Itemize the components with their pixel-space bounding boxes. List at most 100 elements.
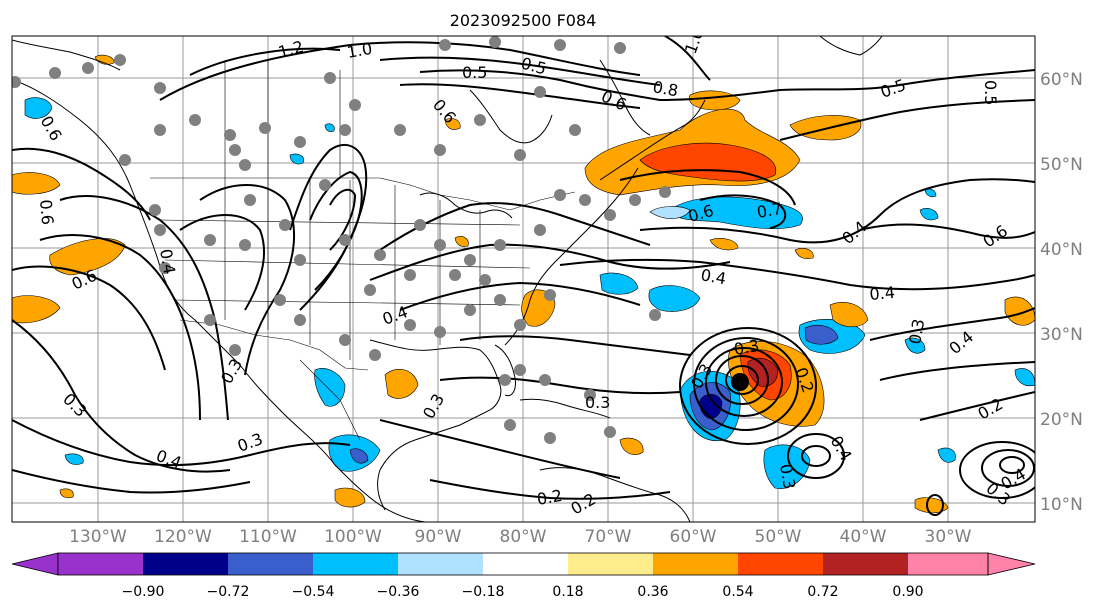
border-mexico-1	[299, 359, 361, 441]
contour-small-east	[926, 494, 944, 516]
colorbar-segment	[738, 553, 823, 575]
contour-02b	[429, 479, 671, 500]
colorbar: −0.90 −0.72 −0.54 −0.36 −0.18 0.18 0.36 …	[11, 552, 1036, 600]
contour-south1	[12, 419, 351, 467]
colorbar-segment	[58, 553, 143, 575]
coast-caribbean	[519, 398, 611, 419]
contour-label: 0.2	[535, 486, 563, 509]
contour-west2	[39, 234, 201, 421]
lon-label: 130°W	[69, 527, 127, 547]
contour-east-us2	[369, 243, 731, 281]
lon-label: 80°W	[500, 527, 547, 547]
border-states-8	[159, 219, 521, 226]
contour-label: 0.3	[776, 462, 799, 490]
coast-alaska	[12, 39, 121, 71]
lon-label: 40°W	[840, 527, 887, 547]
lon-label: 110°W	[239, 527, 297, 547]
shade-orange-east4	[794, 248, 814, 260]
contour-east-03	[869, 307, 1035, 341]
lat-label: 10°N	[1040, 495, 1083, 515]
coast-gulf-mexico	[369, 339, 502, 511]
contour-eastlow-2	[981, 449, 1035, 487]
shade-cyan-east4	[919, 208, 939, 221]
colorbar-segment	[483, 553, 568, 575]
shade-blue-30n50w	[804, 325, 839, 345]
shade-cyan-mexico	[314, 368, 346, 407]
shade-orange-gulfmex	[384, 368, 419, 399]
lon-label: 60°W	[670, 527, 717, 547]
contour-04b	[639, 178, 1035, 244]
colorbar-tick: 0.72	[807, 584, 838, 600]
shade-orange-pac	[94, 54, 115, 65]
contour-hurricane-4	[693, 337, 799, 431]
contours	[12, 36, 1035, 516]
shade-cyan-35n65w	[599, 272, 639, 295]
colorbar-tick: 0.90	[892, 584, 923, 600]
contour-low15n-2	[787, 433, 845, 479]
shade-orange-east2	[914, 497, 949, 514]
shade-orange-carib	[619, 437, 644, 455]
colorbar-tick: 0.18	[552, 584, 583, 600]
lon-label: 30°W	[925, 527, 972, 547]
contour-05a	[419, 69, 1035, 102]
contour-west5	[12, 319, 231, 473]
shade-orange-sw1	[334, 487, 366, 508]
contour-trough1	[199, 184, 296, 376]
lon-label: 120°W	[154, 527, 212, 547]
shade-orange-east3	[709, 238, 739, 251]
contour-05b	[779, 99, 1035, 141]
latitude-labels: 10°N 20°N 30°N 40°N 50°N 60°N	[1040, 70, 1083, 515]
shade-blue-centam	[349, 448, 369, 464]
border-states-9	[164, 259, 531, 269]
colorbar-ticks: −0.90 −0.72 −0.54 −0.36 −0.18 0.18 0.36 …	[122, 584, 924, 600]
contour-10a	[159, 41, 641, 101]
coast-canada-east	[599, 99, 706, 181]
colorbar-tick: −0.90	[122, 584, 165, 600]
colorbar-tick: −0.36	[377, 584, 420, 600]
shade-cyan-35n60w	[648, 285, 701, 312]
lon-label: 90°W	[415, 527, 462, 547]
coast-north-america-west	[12, 79, 426, 522]
contour-eastlow-1	[999, 456, 1025, 474]
storm-center-marker	[731, 373, 749, 391]
colorbar-segment	[143, 553, 228, 575]
station-markers	[12, 36, 671, 444]
shade-orange-30n50w	[829, 301, 869, 328]
longitude-labels: 130°W 120°W 110°W 100°W 90°W 80°W 70°W 6…	[69, 527, 972, 547]
contour-south2	[12, 469, 251, 494]
contour-east-us3	[399, 281, 641, 311]
borders	[150, 60, 576, 441]
contour-east-04	[919, 391, 1035, 421]
contour-03b	[439, 376, 681, 395]
shade-darkred-hurricane-east	[747, 357, 779, 387]
shade-orange-west1	[49, 238, 126, 276]
contour-west3	[12, 265, 166, 371]
colorbar-segment	[228, 553, 313, 575]
contour-west4	[12, 147, 151, 221]
coastlines	[12, 36, 883, 522]
contour-label: 0.5	[462, 63, 487, 82]
contour-label: 0.3	[905, 317, 928, 345]
contour-06b	[619, 169, 796, 206]
shade-orange-sw2	[59, 488, 74, 499]
shade-lightblue-45n	[649, 206, 691, 219]
shade-orange-atl3	[444, 118, 461, 130]
lat-label: 20°N	[1040, 410, 1083, 430]
contour-west1	[59, 195, 229, 421]
contour-label: 0.4	[699, 265, 727, 288]
shade-orange-west3	[12, 172, 61, 195]
contour-label: 0.6	[36, 199, 57, 226]
shade-cyan-east1	[904, 337, 926, 354]
colorbar-segment	[908, 553, 988, 575]
lat-label: 40°N	[1040, 240, 1083, 260]
colorbar-extend-high	[987, 552, 1036, 576]
shade-cyan-east2	[1014, 368, 1035, 387]
contour-labels: 1.2 1.0 0.5 0.5 0.8 0.6 1.0 0.5 0.4 0.6 …	[36, 36, 1029, 518]
border-us-mexico	[179, 319, 369, 371]
contour-label: 0.4	[156, 247, 179, 275]
contour-hurricane-1	[725, 365, 759, 395]
contour-04-central	[559, 258, 1035, 291]
lat-label: 50°N	[1040, 155, 1083, 175]
shade-orange-west2	[12, 295, 61, 324]
